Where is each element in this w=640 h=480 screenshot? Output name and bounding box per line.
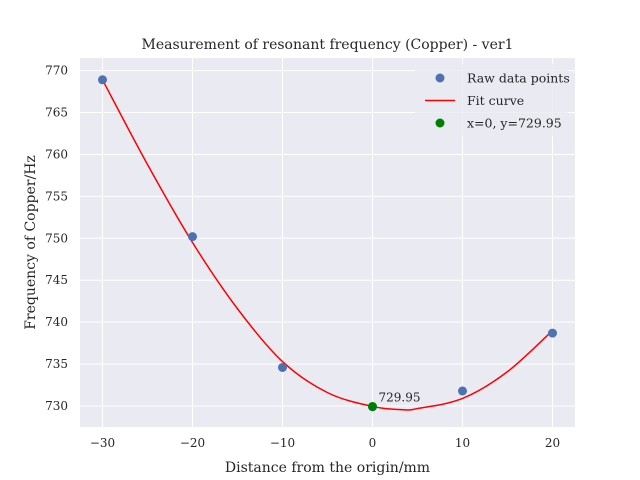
fit-curve-line <box>101 79 554 411</box>
legend-entry-label: x=0, y=729.95 <box>467 116 562 131</box>
raw-data-point <box>188 232 197 242</box>
y-tick-label: 765 <box>45 106 68 120</box>
y-tick-label: 740 <box>45 315 68 329</box>
x-tick-label: −20 <box>180 436 205 450</box>
legend-entry-label: Fit curve <box>467 93 524 108</box>
chart-title: Measurement of resonant frequency (Coppe… <box>142 37 514 53</box>
y-tick-label: 755 <box>45 189 68 203</box>
y-tick-label: 730 <box>45 399 68 413</box>
x-tick-label: 20 <box>545 436 560 450</box>
raw-data-point <box>98 75 107 85</box>
x-tick-label: −10 <box>270 436 295 450</box>
highlight-point <box>368 401 377 411</box>
legend-marker-swatch <box>435 118 445 128</box>
x-tick-label: 10 <box>455 436 470 450</box>
point-annotation: 729.95 <box>379 390 421 404</box>
legend-marker-swatch <box>435 73 445 83</box>
y-tick-label: 745 <box>45 273 68 287</box>
y-tick-labels: 730 735 740 745 750 755 760 765 770 <box>45 64 68 413</box>
data-marks <box>98 75 557 412</box>
y-tick-label: 735 <box>45 357 68 371</box>
x-tick-labels: −30 −20 −10 0 10 20 <box>90 436 560 450</box>
legend-entry-label: Raw data points <box>467 71 570 86</box>
raw-data-point <box>548 328 557 338</box>
y-tick-label: 760 <box>45 147 68 161</box>
x-tick-label: 0 <box>369 436 377 450</box>
raw-data-point <box>278 362 287 372</box>
grid <box>80 58 575 427</box>
annotations: 729.95 <box>379 390 421 404</box>
y-tick-label: 750 <box>45 231 68 245</box>
x-tick-label: −30 <box>90 436 115 450</box>
x-axis-label: Distance from the origin/mm <box>225 460 430 476</box>
raw-data-point <box>458 386 467 396</box>
y-tick-label: 770 <box>45 64 68 78</box>
legend-box <box>415 64 568 136</box>
legend: Raw data points Fit curve x=0, y=729.95 <box>415 64 570 136</box>
y-axis-label: Frequency of Copper/Hz <box>23 155 39 330</box>
